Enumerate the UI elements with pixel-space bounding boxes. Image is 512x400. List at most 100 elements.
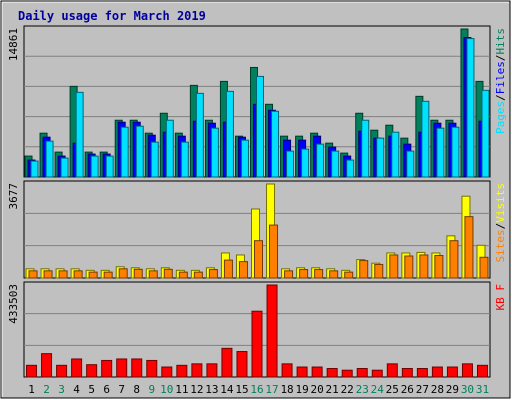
day-label-1: 1: [28, 383, 35, 396]
bar-pages-day-2: [45, 140, 54, 178]
bar-kb-f-day-29: [446, 366, 458, 378]
day-label-15: 15: [235, 383, 248, 396]
bar-sites-day-25: [389, 254, 399, 279]
day-label-22: 22: [341, 383, 354, 396]
day-label-17: 17: [265, 383, 278, 396]
bar-kb-f-day-14: [221, 347, 233, 378]
series-legend-label: Pages/Files/Hits: [494, 28, 507, 134]
bar-kb-f-day-17: [266, 284, 278, 378]
day-label-11: 11: [175, 383, 188, 396]
bar-sites-day-2: [43, 270, 53, 279]
day-label-24: 24: [371, 383, 385, 396]
day-label-14: 14: [220, 383, 234, 396]
bar-kb-f-day-31: [476, 364, 488, 378]
bar-pages-day-8: [135, 125, 144, 178]
bar-sites-day-21: [329, 270, 339, 279]
bar-sites-day-30: [464, 216, 474, 279]
day-label-19: 19: [295, 383, 308, 396]
day-label-31: 31: [476, 383, 489, 396]
bar-pages-day-5: [90, 155, 99, 178]
bar-kb-f-day-12: [191, 363, 203, 378]
bar-sites-day-12: [193, 271, 203, 279]
bar-pages-day-13: [210, 127, 219, 178]
bar-pages-day-6: [105, 155, 114, 178]
bar-pages-day-31: [481, 89, 490, 178]
y-max-label: 3677: [7, 183, 20, 210]
bar-sites-day-16: [254, 240, 263, 279]
bar-kb-f-day-27: [416, 368, 428, 378]
bar-sites-day-15: [238, 261, 248, 279]
y-max-label: 433503: [7, 284, 20, 324]
bar-kb-f-day-15: [236, 351, 248, 378]
legend-text-part: Visits: [494, 183, 507, 223]
bar-sites-day-14: [223, 259, 233, 279]
bar-sites-day-9: [148, 270, 158, 279]
bar-kb-f-day-5: [86, 364, 98, 378]
legend-text-part: /: [494, 94, 507, 101]
bar-pages-day-24: [376, 137, 385, 178]
day-label-4: 4: [73, 383, 80, 396]
legend-text-part: Files: [494, 61, 507, 94]
bar-pages-day-9: [150, 141, 159, 178]
bar-sites-day-7: [118, 268, 128, 279]
bar-kb-f-day-24: [371, 369, 383, 378]
day-label-9: 9: [148, 383, 155, 396]
bar-kb-f-day-25: [386, 363, 398, 378]
day-label-13: 13: [205, 383, 218, 396]
bar-pages-day-3: [60, 157, 69, 178]
series-legend-label: KB F: [494, 284, 507, 311]
day-label-29: 29: [446, 383, 459, 396]
series-legend-label: Sites/Visits: [494, 183, 507, 263]
bar-kb-f-day-6: [101, 359, 113, 378]
bar-pages-day-10: [165, 119, 174, 178]
day-label-10: 10: [160, 383, 173, 396]
legend-text-part: KB F: [494, 284, 507, 311]
day-label-26: 26: [401, 383, 414, 396]
panel-visits-sites: 3677 Sites/Visits: [7, 180, 507, 279]
bar-sites-day-31: [479, 256, 489, 279]
day-label-8: 8: [133, 383, 140, 396]
bar-sites-day-29: [449, 240, 459, 279]
bar-pages-day-25: [391, 131, 400, 178]
chart-title: Daily usage for March 2019: [18, 9, 206, 23]
bar-kb-f-day-4: [71, 358, 83, 378]
day-label-25: 25: [386, 383, 399, 396]
bar-sites-day-1: [28, 270, 38, 279]
legend-text-part: Sites: [494, 229, 507, 262]
bar-pages-day-12: [195, 92, 204, 178]
day-label-12: 12: [190, 383, 203, 396]
bar-pages-day-17: [271, 110, 280, 178]
bar-sites-day-18: [284, 270, 294, 279]
bar-sites-day-4: [73, 270, 83, 279]
bar-sites-day-27: [419, 254, 429, 279]
bar-kb-f-day-11: [176, 364, 188, 378]
legend-text-part: /: [494, 223, 507, 230]
bar-kb-f-day-28: [431, 366, 443, 378]
day-label-20: 20: [311, 383, 324, 396]
bar-kb-f-day-26: [401, 368, 413, 378]
bar-pages-day-4: [75, 91, 84, 178]
bar-sites-day-22: [344, 271, 354, 279]
bar-pages-day-29: [451, 126, 460, 178]
bar-kb-f-day-13: [206, 363, 218, 378]
panel-kbytes: 433503 KB F: [7, 281, 507, 378]
bar-kb-f-day-3: [56, 364, 68, 378]
legend-text-part: Pages: [494, 101, 507, 134]
day-label-16: 16: [250, 383, 263, 396]
bar-pages-day-21: [331, 150, 340, 178]
bar-kb-f-day-18: [281, 363, 293, 378]
day-label-21: 21: [326, 383, 339, 396]
bar-pages-day-15: [240, 139, 249, 178]
day-label-5: 5: [88, 383, 95, 396]
legend-text-part: Hits: [494, 28, 507, 55]
bar-pages-day-23: [361, 119, 370, 178]
bar-kb-f-day-2: [41, 353, 53, 378]
chart-panels: 14861Pages/Files/Hits3677Sites/Visits433…: [7, 25, 507, 378]
bar-kb-f-day-9: [146, 359, 158, 378]
bar-pages-day-28: [436, 127, 445, 178]
bar-kb-f-day-7: [116, 358, 128, 378]
bar-sites-day-6: [103, 271, 113, 279]
bar-pages-day-14: [225, 90, 234, 178]
